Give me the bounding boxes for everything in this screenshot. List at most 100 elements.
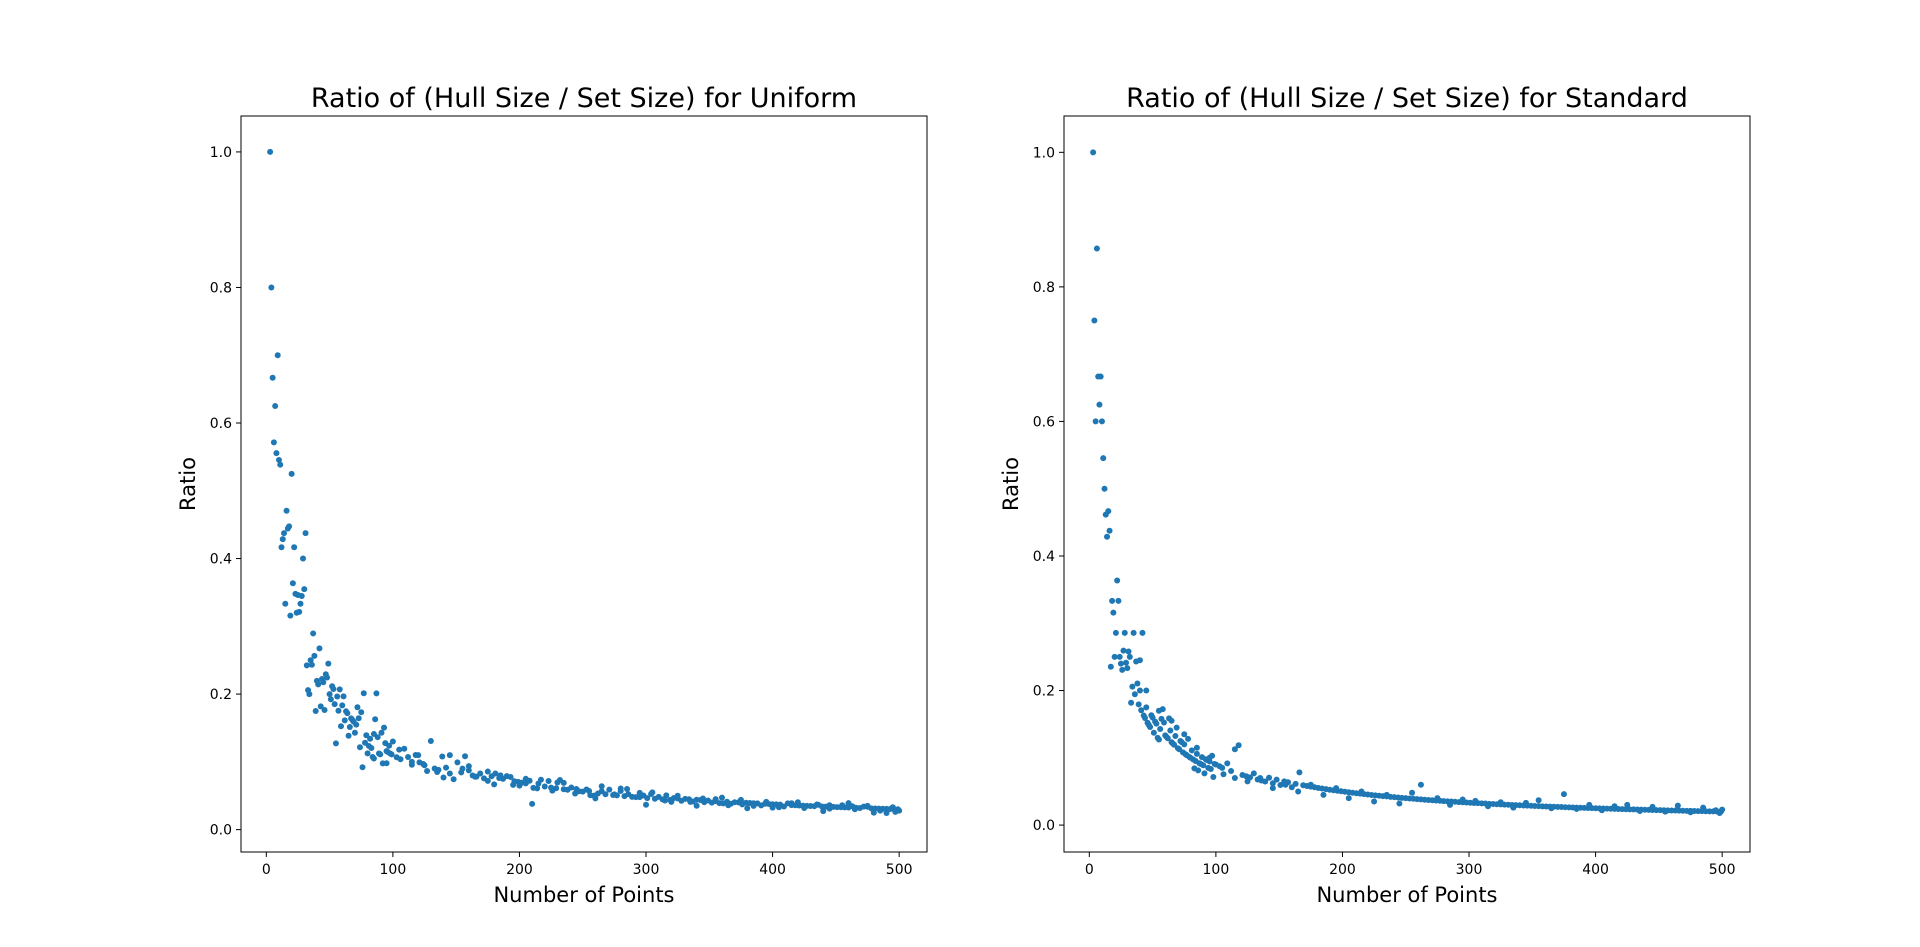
data-point [534,785,541,792]
data-point [427,737,434,744]
data-point [560,779,567,786]
data-point [484,777,491,784]
x-axis-label: Number of Points [493,883,674,907]
data-point [1244,778,1251,785]
data-point [1269,785,1276,792]
data-point [1111,653,1118,660]
data-point [1250,770,1257,777]
y-tick-label: 0.4 [210,552,232,568]
data-point [775,804,782,811]
data-point [401,745,408,752]
data-point [763,798,770,805]
data-point [1109,597,1116,604]
data-point [1235,742,1242,749]
data-point [408,758,415,765]
y-tick-label: 1.0 [1033,145,1055,161]
data-point [454,759,461,766]
data-point [1123,659,1130,666]
data-point [462,753,469,760]
data-point [1147,724,1154,730]
data-point [889,804,896,811]
data-point [1139,629,1146,636]
data-point [443,764,450,771]
data-point [1164,735,1171,742]
data-point [434,769,441,776]
data-point [278,544,285,551]
data-point [354,704,361,711]
data-point [440,774,447,781]
data-point [272,403,279,410]
y-tick-label: 0.6 [1033,414,1055,430]
data-point [1181,741,1188,748]
data-point [269,374,276,381]
y-tick-label: 0.6 [210,416,232,432]
data-point [668,798,675,805]
data-point [1510,804,1517,811]
data-point [1115,597,1122,604]
data-point [359,764,366,771]
data-point [1136,657,1143,664]
data-point [1181,731,1188,738]
data-point [1269,780,1276,787]
data-point [1277,781,1284,788]
data-point [553,785,560,792]
data-point [883,810,890,817]
data-point [1573,805,1580,812]
data-point [273,450,280,457]
data-point [367,735,374,742]
data-point [1674,802,1681,809]
data-point [396,746,403,753]
data-point [1138,707,1145,714]
data-point [1485,803,1491,810]
data-point [644,795,651,802]
data-point [286,523,293,530]
data-point [1333,785,1340,792]
data-point [310,630,317,637]
data-point [839,802,846,809]
y-tick-label: 0.2 [1033,684,1055,700]
data-point [358,709,365,716]
y-tick-label: 0.2 [210,687,232,703]
data-point [1396,800,1403,807]
data-point [674,792,681,799]
data-point [296,608,303,615]
data-point [1193,750,1200,757]
data-point [378,729,385,736]
data-point [346,723,353,730]
data-point [1662,808,1669,815]
data-point [643,801,650,808]
data-point [308,661,315,668]
data-point [373,690,380,697]
data-point [351,729,358,736]
data-point [1155,707,1162,714]
data-point [712,798,719,805]
data-point [851,806,858,813]
data-point [270,439,277,446]
data-point [383,760,390,767]
plot-frame [240,115,928,853]
data-point [568,784,575,791]
data-point [535,780,542,787]
data-point [1117,660,1124,667]
y-tick-label: 0.8 [210,280,232,296]
data-point [291,544,298,551]
data-point [281,530,288,537]
y-tick-label: 0.4 [1033,549,1055,565]
data-point [1548,805,1555,812]
data-point [750,802,757,809]
data-point [1522,799,1529,806]
data-point [573,785,580,792]
data-point [311,652,318,659]
data-point [586,788,593,795]
x-tick-label: 300 [633,862,660,878]
y-tick-label: 0.0 [1033,818,1055,834]
x-tick-label: 0 [262,862,271,878]
data-point [1107,663,1114,670]
data-point [1143,687,1150,694]
data-point [1210,774,1217,781]
data-point [554,779,561,786]
data-point [275,456,282,463]
data-point [1206,754,1213,761]
data-point [1114,577,1121,584]
data-point [388,751,395,758]
